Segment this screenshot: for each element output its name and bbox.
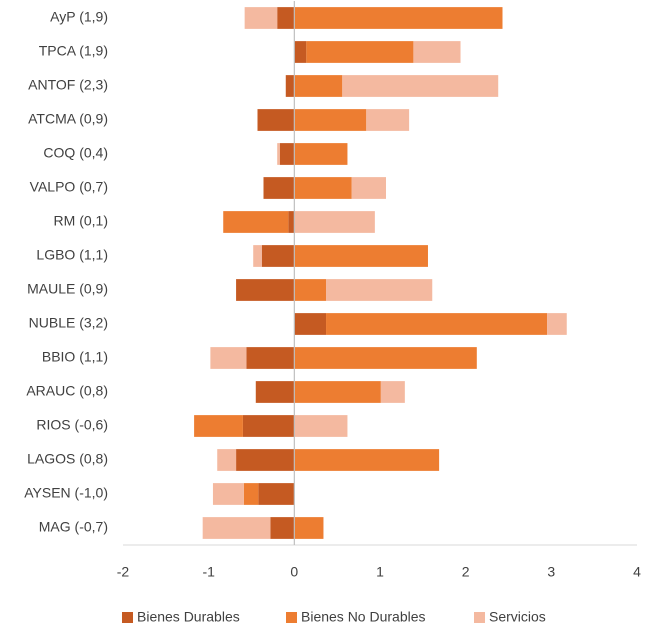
bar (294, 109, 367, 131)
y-tick-label: COQ (0,4) (43, 145, 108, 161)
bar (202, 517, 271, 539)
legend-label: Servicios (489, 609, 546, 625)
bar (243, 483, 259, 505)
x-tick-label: -2 (117, 564, 130, 580)
bar (277, 143, 280, 165)
bar (236, 279, 295, 301)
bar (294, 517, 324, 539)
bar (294, 143, 348, 165)
y-tick-label: MAULE (0,9) (27, 281, 108, 297)
x-tick-label: 1 (376, 564, 384, 580)
y-tick-label: TPCA (1,9) (39, 43, 108, 59)
bar (236, 449, 295, 471)
y-tick-label: RIOS (-0,6) (36, 417, 108, 433)
bar (277, 7, 295, 29)
y-tick-label: ARAUC (0,8) (26, 383, 108, 399)
bar (210, 347, 247, 369)
bar (294, 313, 327, 335)
bar (257, 109, 295, 131)
y-tick-label: NUBLE (3,2) (29, 315, 108, 331)
x-tick-label: 2 (462, 564, 470, 580)
y-tick-label: AYSEN (-1,0) (24, 485, 108, 501)
bar (294, 211, 375, 233)
bar (217, 449, 237, 471)
y-tick-label: LAGOS (0,8) (27, 451, 108, 467)
bar (294, 347, 477, 369)
bar (194, 415, 243, 437)
bar (285, 75, 295, 97)
bar (279, 143, 295, 165)
bar (294, 415, 348, 437)
y-tick-label: AyP (1,9) (50, 9, 108, 25)
bar (294, 381, 381, 403)
bar (294, 177, 352, 199)
legend-label: Bienes Durables (137, 609, 240, 625)
bar (223, 211, 289, 233)
bar (258, 483, 295, 505)
bar (244, 7, 278, 29)
bar (351, 177, 386, 199)
bar (294, 279, 327, 301)
legend-label: Bienes No Durables (301, 609, 426, 625)
bar (326, 313, 548, 335)
x-tick-label: 4 (633, 564, 641, 580)
bar (413, 41, 461, 63)
legend-swatch (474, 612, 485, 623)
y-tick-label: LGBO (1,1) (36, 247, 108, 263)
bar (212, 483, 244, 505)
bar (380, 381, 405, 403)
legend-swatch (122, 612, 133, 623)
bar (253, 245, 262, 267)
bar (270, 517, 295, 539)
legend-swatch (286, 612, 297, 623)
bar (255, 381, 295, 403)
bar (294, 41, 307, 63)
bar (246, 347, 295, 369)
bar (288, 211, 295, 233)
bar (242, 415, 295, 437)
bar (294, 7, 503, 29)
bar (366, 109, 410, 131)
y-tick-label: MAG (-0,7) (39, 519, 108, 535)
bar (294, 449, 440, 471)
bar (263, 177, 295, 199)
x-tick-label: 0 (290, 564, 298, 580)
x-tick-label: 3 (547, 564, 555, 580)
bar (342, 75, 499, 97)
y-tick-label: ATCMA (0,9) (28, 111, 108, 127)
bar (294, 75, 343, 97)
x-tick-label: -1 (202, 564, 215, 580)
bar (326, 279, 433, 301)
y-tick-label: VALPO (0,7) (30, 179, 108, 195)
bar (261, 245, 295, 267)
y-tick-label: ANTOF (2,3) (28, 77, 108, 93)
y-tick-label: BBIO (1,1) (42, 349, 108, 365)
y-tick-label: RM (0,1) (54, 213, 108, 229)
bar (294, 245, 428, 267)
bar (306, 41, 414, 63)
bar (547, 313, 567, 335)
